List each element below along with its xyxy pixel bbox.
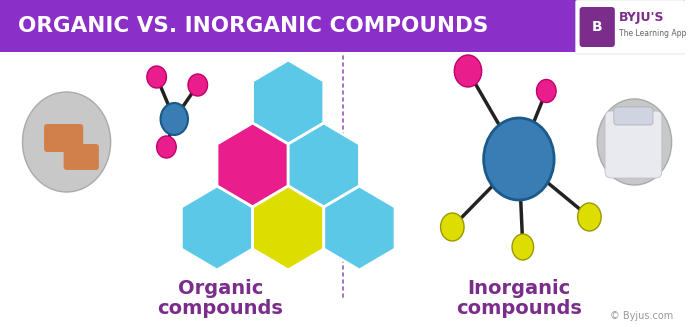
Text: Inorganic: Inorganic bbox=[468, 280, 570, 299]
Ellipse shape bbox=[22, 92, 111, 192]
Text: ORGANIC VS. INORGANIC COMPOUNDS: ORGANIC VS. INORGANIC COMPOUNDS bbox=[18, 16, 488, 36]
FancyBboxPatch shape bbox=[614, 107, 653, 125]
Ellipse shape bbox=[454, 55, 482, 87]
FancyBboxPatch shape bbox=[0, 0, 685, 52]
Text: Organic: Organic bbox=[178, 280, 263, 299]
Polygon shape bbox=[253, 186, 324, 270]
Polygon shape bbox=[217, 123, 288, 207]
Text: © Byjus.com: © Byjus.com bbox=[610, 311, 673, 321]
FancyBboxPatch shape bbox=[575, 0, 685, 54]
Polygon shape bbox=[253, 60, 324, 144]
Text: BYJU'S: BYJU'S bbox=[619, 10, 664, 24]
FancyBboxPatch shape bbox=[605, 111, 661, 178]
Ellipse shape bbox=[578, 203, 601, 231]
Polygon shape bbox=[181, 186, 253, 270]
Polygon shape bbox=[324, 186, 395, 270]
FancyBboxPatch shape bbox=[580, 7, 615, 47]
Ellipse shape bbox=[512, 234, 533, 260]
Ellipse shape bbox=[188, 74, 208, 96]
Ellipse shape bbox=[160, 103, 188, 135]
Ellipse shape bbox=[440, 213, 464, 241]
Text: The Learning App: The Learning App bbox=[619, 28, 686, 38]
Ellipse shape bbox=[157, 136, 176, 158]
Ellipse shape bbox=[484, 118, 554, 200]
Text: B: B bbox=[592, 20, 603, 34]
Text: compounds: compounds bbox=[158, 300, 284, 318]
Text: compounds: compounds bbox=[456, 300, 582, 318]
Ellipse shape bbox=[147, 66, 167, 88]
Ellipse shape bbox=[536, 79, 556, 102]
Ellipse shape bbox=[597, 99, 671, 185]
FancyBboxPatch shape bbox=[64, 144, 99, 170]
FancyBboxPatch shape bbox=[44, 124, 83, 152]
Polygon shape bbox=[288, 123, 359, 207]
